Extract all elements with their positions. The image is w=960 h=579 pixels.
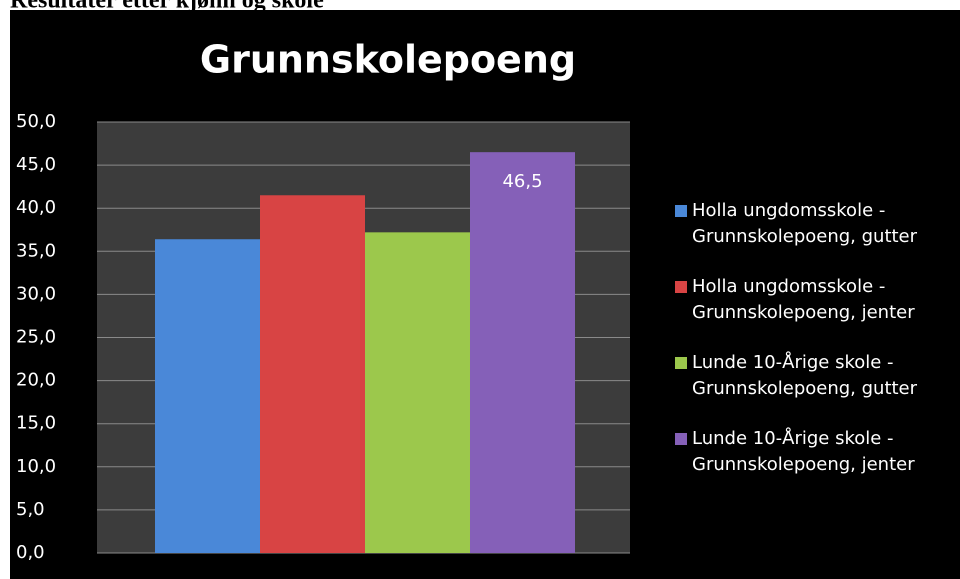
y-tick-label: 35,0 <box>16 240 56 261</box>
y-tick-label: 15,0 <box>16 413 56 434</box>
y-tick-label: 30,0 <box>16 283 56 304</box>
bar <box>260 195 365 553</box>
y-tick-label: 25,0 <box>16 327 56 348</box>
legend-label: Lunde 10-Årige skole - Grunnskolepoeng, … <box>692 427 915 475</box>
data-label: 46,5 <box>502 171 542 192</box>
legend-swatch <box>675 281 687 293</box>
y-tick-label: 20,0 <box>16 370 56 391</box>
y-tick-label: 10,0 <box>16 456 56 477</box>
y-tick-label: 5,0 <box>16 499 45 520</box>
legend-label: Lunde 10-Årige skole - Grunnskolepoeng, … <box>692 351 918 399</box>
y-tick-label: 0,0 <box>16 542 45 563</box>
legend-swatch <box>675 357 687 369</box>
y-tick-label: 50,0 <box>16 111 56 132</box>
chart-title: Grunnskolepoeng <box>200 38 576 82</box>
legend-label: Holla ungdomsskole - Grunnskolepoeng, je… <box>692 276 915 323</box>
legend-label: Holla ungdomsskole - Grunnskolepoeng, gu… <box>692 200 918 247</box>
y-tick-label: 40,0 <box>16 197 56 218</box>
y-tick-label: 45,0 <box>16 154 56 175</box>
legend-swatch <box>675 205 687 217</box>
bar <box>470 152 575 554</box>
bar <box>155 239 260 553</box>
legend-swatch <box>675 433 687 445</box>
bar <box>365 232 470 553</box>
